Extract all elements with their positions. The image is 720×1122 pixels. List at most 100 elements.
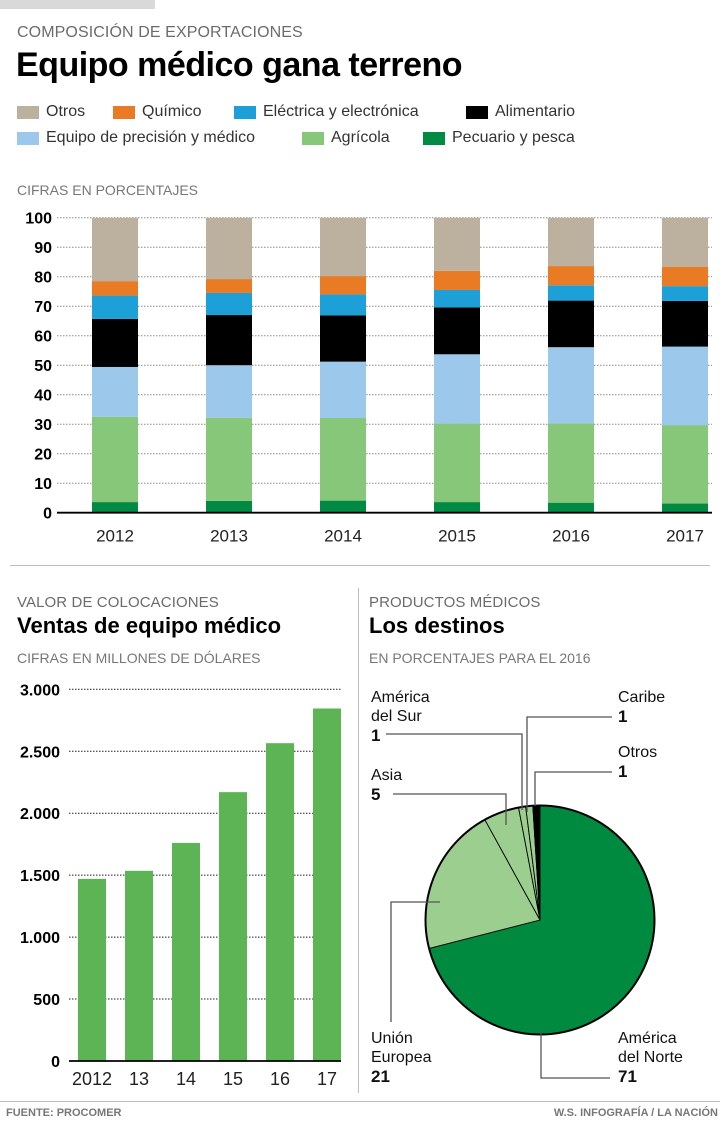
composition-subtitle: CIFRAS EN PORCENTAJES: [17, 182, 198, 198]
y-tick-label: 50: [34, 358, 52, 375]
bar-segment-equipo-de-precision-y-medico: [92, 366, 138, 417]
column-divider: [358, 588, 359, 1093]
pie-label-otros: Otros 1: [618, 743, 657, 781]
bar-segment-otros: [92, 217, 138, 282]
sales-bar-13: [125, 870, 153, 1061]
stacked-bar-2012: [92, 217, 138, 513]
x-tick-label: 2017: [666, 527, 704, 546]
stacked-bar-2013: [206, 217, 252, 513]
leader-line-otros: [534, 771, 612, 806]
y-tick-label: 500: [33, 992, 60, 1009]
pie-label-name: Caribe: [618, 689, 666, 706]
x-tick-label: 2012: [96, 527, 134, 546]
y-tick-label: 2.000: [20, 806, 60, 823]
bar-segment-electrica-y-electronica: [206, 292, 252, 316]
x-tick-label: 2014: [324, 527, 362, 546]
pie-label-value: 1: [618, 707, 628, 726]
bar-segment-electrica-y-electronica: [92, 295, 138, 319]
bar-segment-pecuario-y-pesca: [548, 502, 594, 513]
pie-label-name: del Norte: [618, 1049, 683, 1066]
destinations-subtitle: EN PORCENTAJES PARA EL 2016: [369, 650, 591, 666]
bar-segment-agricola: [206, 417, 252, 501]
pie-label-name: Europea: [371, 1049, 432, 1066]
leader-line-america-del-norte: [540, 1030, 610, 1079]
pie-label-name: Otros: [618, 744, 658, 761]
sales-bar-17: [313, 708, 341, 1061]
x-tick-label: 15: [223, 1069, 243, 1089]
bar-segment-otros: [548, 217, 594, 267]
bar-segment-quimico: [662, 266, 708, 287]
x-tick-label: 14: [176, 1069, 196, 1089]
y-tick-label: 100: [25, 211, 52, 228]
legend-label: Otros: [46, 103, 86, 120]
pie-label-name: América: [371, 689, 430, 706]
destinations-pie-chart: [386, 716, 656, 1079]
sales-bar-14: [172, 842, 200, 1061]
y-tick-label: 10: [34, 476, 52, 493]
footer-divider: [0, 1101, 720, 1102]
legend-label: Químico: [142, 103, 202, 120]
legend-item-quimico: Químico: [113, 103, 202, 121]
bar-segment-quimico: [434, 270, 480, 290]
pie-label-asia: Asia 5: [371, 766, 402, 804]
y-tick-label: 2.500: [20, 744, 60, 761]
legend-label: Agrícola: [331, 129, 390, 146]
bar-segment-electrica-y-electronica: [434, 289, 480, 308]
pie-label-name: Unión: [371, 1030, 413, 1047]
legend-swatch: [234, 105, 256, 119]
x-tick-label: 16: [270, 1069, 290, 1089]
pie-label-caribe: Caribe 1: [618, 688, 665, 726]
legend-item-electrica-y-electronica: Eléctrica y electrónica: [234, 103, 419, 121]
pie-label-america-del-norte: América del Norte 71: [618, 1029, 683, 1086]
bar-segment-alimentario: [548, 300, 594, 348]
y-tick-label: 1.500: [20, 868, 60, 885]
legend-swatch: [302, 131, 324, 145]
bar-segment-agricola: [434, 423, 480, 503]
y-tick-label: 70: [34, 299, 52, 316]
bar-segment-electrica-y-electronica: [320, 294, 366, 316]
sales-title: Ventas de equipo médico: [17, 613, 282, 638]
composition-stacked-bar-chart: 0 10 20 30 40 50 60 70 80 90 100 2012 2013 2014 2015 20…: [25, 211, 712, 546]
sales-bar-2012: [78, 878, 106, 1061]
bar-segment-equipo-de-precision-y-medico: [548, 347, 594, 424]
footer-credit: W.S. INFOGRAFÍA / LA NACIÓN: [553, 1107, 718, 1119]
legend-swatch: [423, 131, 445, 145]
legend-swatch: [17, 131, 39, 145]
sales-bar-15: [219, 792, 247, 1061]
bar-segment-quimico: [92, 281, 138, 296]
bar-segment-quimico: [206, 279, 252, 293]
legend-label: Alimentario: [495, 103, 576, 120]
leader-line-caribe: [526, 716, 612, 812]
x-tick-label: 2016: [552, 527, 590, 546]
legend-item-pecuario-y-pesca: Pecuario y pesca: [423, 129, 575, 147]
legend-item-equipo-de-precision-y-medico: Equipo de precisión y médico: [17, 129, 255, 147]
sales-kicker: VALOR DE COLOCACIONES: [17, 594, 219, 611]
bar-segment-pecuario-y-pesca: [662, 503, 708, 513]
bar-segment-pecuario-y-pesca: [206, 500, 252, 513]
x-tick-label: 17: [317, 1069, 337, 1089]
x-tick-label: 2015: [438, 527, 476, 546]
y-tick-label: 90: [34, 240, 52, 257]
legend-swatch: [113, 105, 135, 119]
bar-segment-equipo-de-precision-y-medico: [662, 346, 708, 426]
legend-label: Eléctrica y electrónica: [263, 103, 419, 120]
y-tick-label: 0: [43, 506, 52, 523]
bar-segment-equipo-de-precision-y-medico: [434, 354, 480, 424]
section-divider: [10, 565, 710, 566]
pie-label-name: América: [618, 1030, 677, 1047]
leader-line-america-del-sur: [386, 733, 523, 810]
sales-bar-16: [266, 743, 294, 1061]
legend-item-otros: Otros: [17, 103, 85, 121]
legend-item-alimentario: Alimentario: [466, 103, 575, 121]
bar-segment-quimico: [320, 276, 366, 295]
bar-segment-electrica-y-electronica: [662, 286, 708, 301]
legend-item-agricola: Agrícola: [302, 129, 390, 147]
sales-subtitle: CIFRAS EN MILLONES DE DÓLARES: [17, 650, 261, 666]
sales-bar-chart: 0 500 1.000 1.500 2.000 2.500 3.000 2012 13 14 15 1…: [20, 682, 341, 1089]
bar-segment-alimentario: [434, 307, 480, 355]
y-tick-label: 30: [34, 417, 52, 434]
x-tick-label: 13: [129, 1069, 149, 1089]
bar-segment-electrica-y-electronica: [548, 285, 594, 301]
pie-outline: [424, 804, 656, 1036]
stacked-bar-2016: [548, 217, 594, 513]
